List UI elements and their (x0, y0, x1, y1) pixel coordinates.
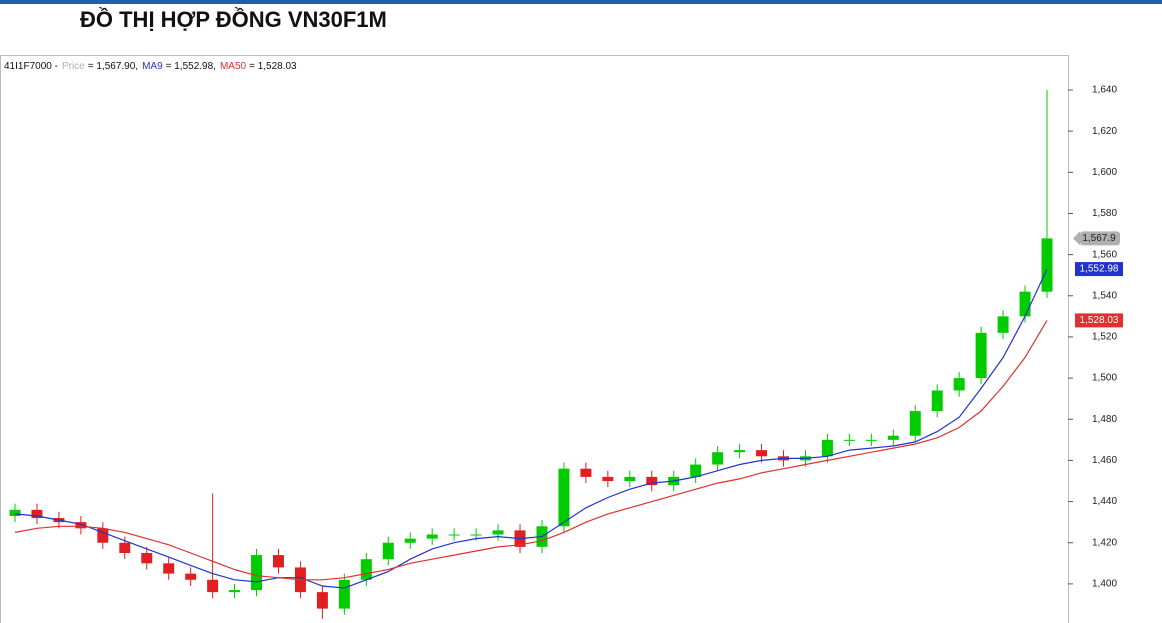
y-tick-label: 1,600 (1092, 167, 1117, 178)
candle-body (119, 542, 131, 554)
candle-body (624, 476, 636, 481)
candle-body (646, 476, 658, 486)
legend-name: MA50 (220, 61, 247, 72)
y-tick-label: 1,480 (1092, 414, 1117, 425)
candle-body (1041, 238, 1053, 292)
legend-name: MA9 (142, 61, 163, 72)
candle-body (141, 553, 153, 564)
candle-body (580, 468, 592, 477)
y-tick-label: 1,460 (1092, 455, 1117, 466)
candle-body (9, 509, 21, 516)
y-tick-label: 1,520 (1092, 332, 1117, 343)
ma-line (14, 320, 1048, 581)
last-value-box (1075, 262, 1123, 277)
candle-body (690, 464, 702, 477)
y-tick-label: 1,440 (1092, 496, 1117, 507)
candle-body (602, 476, 614, 481)
candle-body (470, 534, 482, 536)
candle-body (229, 590, 241, 593)
candle-body (426, 534, 438, 539)
legend-value: = 1,552.98, (166, 61, 216, 72)
candle-body (734, 450, 746, 453)
last-value-label: 1,567.9 (1082, 233, 1116, 244)
legend: 41I1F7000 - Price = 1,567.90, MA9 = 1,552.98… (4, 61, 297, 72)
legend-prefix: 41I1F7000 - (4, 61, 58, 72)
candle-body (185, 573, 197, 580)
y-tick-label: 1,500 (1092, 373, 1117, 384)
ma-line (14, 268, 1048, 589)
candle-body (273, 555, 284, 568)
candle-body (975, 332, 987, 379)
top-bar (0, 0, 1162, 4)
candle-body (316, 592, 328, 609)
candle-body (75, 522, 87, 529)
last-value-box (1080, 231, 1120, 246)
y-tick-label: 1,580 (1092, 208, 1117, 219)
last-value-box (1075, 313, 1123, 328)
candle-body (492, 530, 504, 535)
candle-body (31, 509, 43, 519)
candle-body (338, 579, 350, 609)
y-tick-label: 1,540 (1092, 290, 1117, 301)
candle-body (207, 579, 219, 593)
candle-body (404, 538, 416, 543)
legend-name: Price (62, 61, 85, 72)
candle-body (843, 439, 855, 441)
candle-body (997, 316, 1009, 333)
candle-body (887, 435, 899, 440)
last-value-label: 1,552.98 (1080, 264, 1119, 275)
candle-body (97, 528, 109, 543)
legend-value: = 1,567.90, (88, 61, 138, 72)
candle-body (865, 439, 877, 441)
candle-body (756, 450, 768, 457)
chart-title: ĐỒ THỊ HỢP ĐỒNG VN30F1M (80, 7, 387, 32)
candle-body (448, 534, 460, 536)
y-tick-label: 1,400 (1092, 579, 1117, 590)
candle-body (712, 452, 724, 465)
y-tick-label: 1,640 (1092, 85, 1117, 96)
candle-body (251, 555, 263, 591)
y-tick-label: 1,620 (1092, 126, 1117, 137)
last-value-pointer (1073, 231, 1080, 246)
y-tick-label: 1,420 (1092, 537, 1117, 548)
candle-body (360, 559, 372, 580)
candle-body (821, 439, 833, 457)
candle-body (382, 542, 394, 560)
y-tick-label: 1,560 (1092, 249, 1117, 260)
candle-body (953, 378, 965, 391)
plot-frame (0, 55, 1069, 623)
candle-body (558, 468, 570, 527)
candle-body (163, 563, 175, 574)
legend-value: = 1,528.03 (249, 61, 297, 72)
candle-body (909, 411, 921, 436)
last-value-label: 1,528.03 (1080, 315, 1119, 326)
candle-body (1019, 291, 1031, 317)
candle-body (931, 390, 943, 412)
